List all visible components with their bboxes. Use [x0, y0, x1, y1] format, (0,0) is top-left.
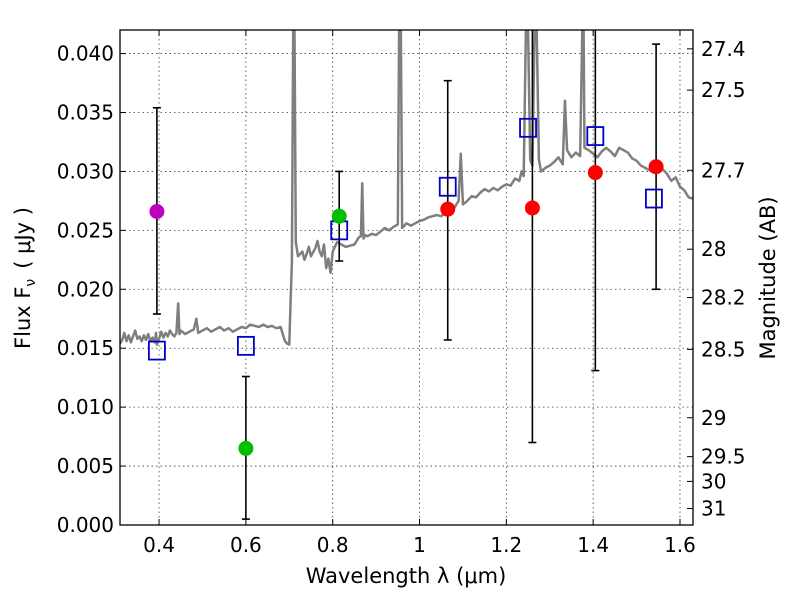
- y-tick-label: 0.025: [57, 218, 114, 242]
- y-axis-title-unit: ( μJy ): [11, 207, 35, 269]
- y-tick-label: 0.035: [57, 101, 114, 125]
- x-tick-label: 1.4: [577, 533, 609, 557]
- model-box: [519, 117, 537, 138]
- observed-point: [331, 208, 347, 224]
- observed-point: [648, 159, 664, 175]
- plot-frame: [119, 29, 694, 526]
- y-tick-label: 0.000: [57, 513, 114, 537]
- x-tick-label: 1.2: [490, 533, 522, 557]
- model-box: [645, 188, 663, 209]
- y-axis-title-left: Flux Fν ( μJy ): [11, 207, 39, 349]
- spectrum-line: [120, 30, 693, 346]
- x-tick-label: 0.8: [317, 533, 349, 557]
- x-tick-label: 0.4: [143, 533, 175, 557]
- svg-text:Flux Fν( μJy ): Flux Fν ( μJy ): [11, 207, 39, 349]
- ticks: 0.4 0.6 0.8 1 1.2 1.4 1.6 0.000 0.005 0.010 0.015 0…: [57, 30, 746, 557]
- y-tick-label: 0.030: [57, 159, 114, 183]
- observed-point: [238, 440, 254, 456]
- x-tick-label: 0.6: [230, 533, 262, 557]
- y-tick-label: 0.010: [57, 395, 114, 419]
- observed-points: [149, 159, 664, 456]
- y-axis-title-sub: ν: [23, 279, 39, 287]
- right-tick-label: 31: [701, 497, 726, 521]
- grid: [120, 30, 693, 526]
- x-axis-title: Wavelength λ (μm): [306, 564, 507, 588]
- model-box: [438, 176, 457, 197]
- right-tick-label: 28: [701, 237, 726, 261]
- right-tick-label: 29.5: [701, 445, 746, 469]
- right-tick-label: 27.7: [701, 158, 746, 182]
- right-tick-label: 28.5: [701, 337, 746, 361]
- y-tick-label: 0.005: [57, 454, 114, 478]
- observed-point: [149, 204, 165, 219]
- right-tick-label: 27.5: [701, 78, 746, 102]
- y-axis-title-text: Flux F: [11, 287, 35, 349]
- x-tick-label: 1: [413, 533, 426, 557]
- model-box: [586, 126, 605, 146]
- observed-point: [587, 165, 603, 181]
- x-tick-label: 1.6: [664, 533, 696, 557]
- spectrum: [120, 30, 693, 346]
- right-tick-label: 30: [701, 469, 726, 493]
- model-box: [236, 335, 255, 356]
- y-tick-label: 0.020: [57, 277, 114, 301]
- right-tick-label: 28.2: [701, 286, 746, 310]
- y-tick-label: 0.015: [57, 336, 114, 360]
- right-tick-label: 27.4: [701, 37, 746, 61]
- model-box: [147, 340, 166, 361]
- observed-point: [440, 201, 456, 217]
- observed-point: [524, 200, 540, 216]
- model-boxes: [147, 117, 663, 361]
- right-tick-label: 29: [701, 406, 726, 430]
- y-axis-title-right: Magnitude (AB): [756, 196, 780, 359]
- y-tick-label: 0.040: [57, 42, 114, 66]
